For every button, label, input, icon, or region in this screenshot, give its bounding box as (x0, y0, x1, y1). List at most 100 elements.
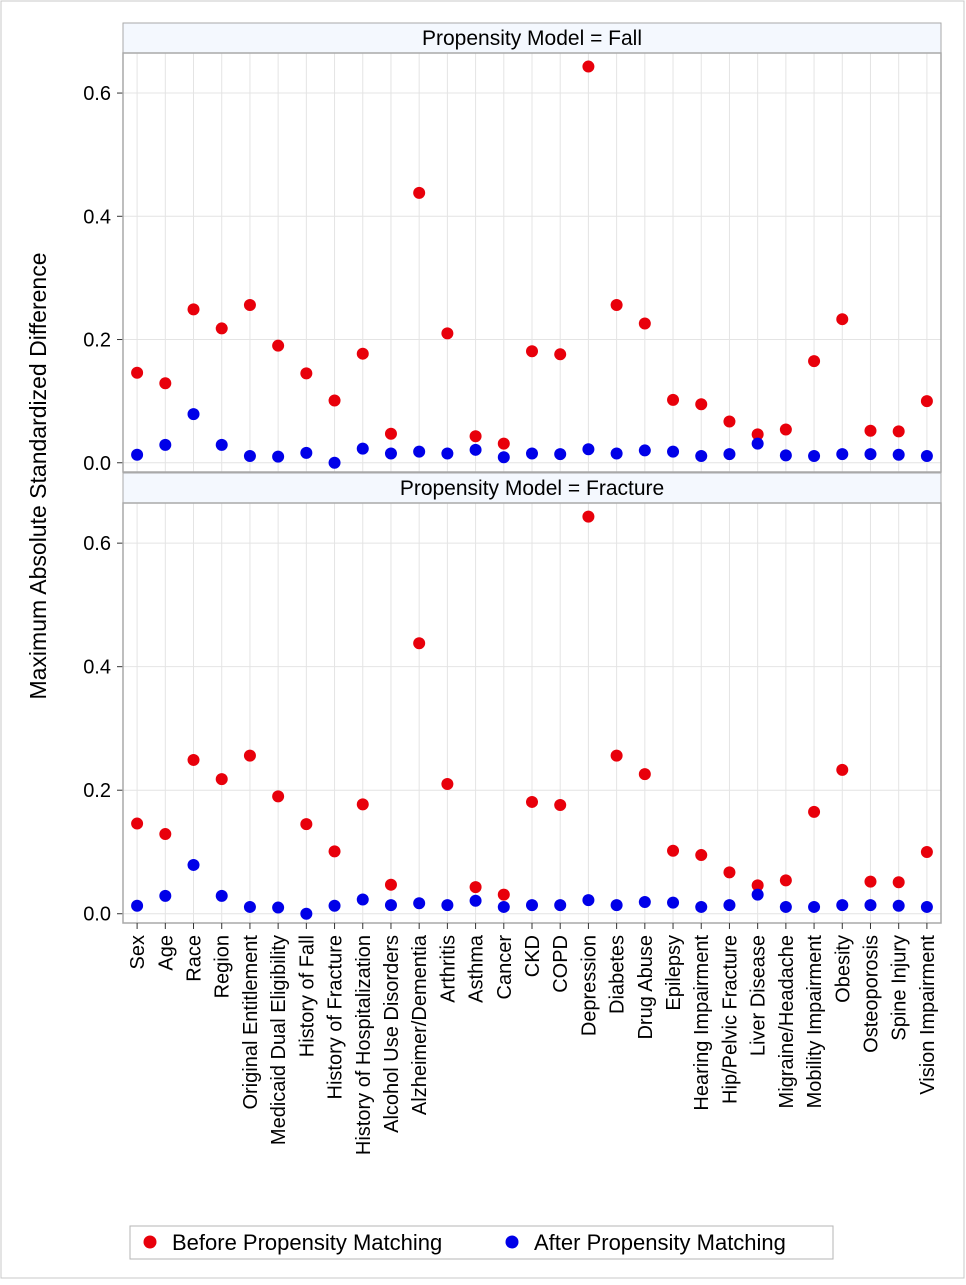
legend-box (129, 1225, 834, 1260)
data-point (413, 445, 426, 458)
vertical-gridlines (136, 503, 928, 923)
x-tick-label: Vision Impairment (917, 935, 939, 1095)
data-point (243, 449, 256, 462)
data-point (610, 447, 623, 460)
data-point (215, 438, 228, 451)
data-point (384, 447, 397, 460)
data-point (384, 899, 397, 912)
y-tick-label: 0.0 (83, 453, 111, 475)
legend-marker (143, 1235, 157, 1249)
data-point (723, 415, 736, 428)
data-point (610, 749, 623, 762)
x-tick-label: Mobility Impairment (804, 935, 826, 1109)
data-point (328, 845, 341, 858)
data-point (272, 450, 285, 463)
y-tick-label: 0.4 (83, 206, 111, 228)
x-tick-label: Hip/Pelvic Fracture (719, 935, 741, 1104)
data-point (638, 444, 651, 457)
data-point (413, 897, 426, 910)
data-point (328, 899, 341, 912)
data-point (638, 317, 651, 330)
data-point (667, 445, 680, 458)
data-point (779, 874, 792, 887)
data-point (384, 878, 397, 891)
data-point (243, 299, 256, 312)
x-tick-label: Diabetes (607, 935, 629, 1014)
x-tick-label: Sex (127, 935, 149, 969)
legend-label: Before Propensity Matching (172, 1230, 442, 1255)
data-point (638, 768, 651, 781)
data-point (920, 395, 933, 408)
legend-label: After Propensity Matching (534, 1230, 786, 1255)
data-point (413, 186, 426, 199)
x-tick-label: Liver Disease (748, 935, 770, 1056)
horizontal-gridlines (123, 92, 941, 464)
panels-layer: Propensity Model = Fall0.00.20.40.6Prope… (83, 22, 942, 929)
data-point (187, 303, 200, 316)
data-point (441, 447, 454, 460)
data-point (131, 899, 144, 912)
data-point (526, 795, 538, 808)
data-point (187, 408, 200, 421)
panel-fracture: Propensity Model = Fracture 0.0 0.2 0.4 0.6 (83, 472, 942, 929)
x-tick-label: Age (155, 935, 177, 971)
plot-frame (122, 52, 942, 473)
data-point (441, 327, 454, 340)
data-point (582, 894, 595, 907)
data-point (582, 510, 595, 523)
data-point (610, 299, 623, 312)
data-point (836, 448, 849, 461)
x-tick-label: Epilepsy (663, 935, 685, 1011)
data-point (272, 901, 285, 914)
x-tick-label: History of Hospitalization (353, 935, 375, 1155)
horizontal-gridlines (123, 542, 941, 915)
x-tick-label: Arthritis (437, 935, 459, 1003)
data-point (695, 900, 708, 913)
data-point (469, 443, 482, 456)
data-point (892, 425, 905, 438)
data-point (723, 899, 736, 912)
data-point (695, 849, 708, 862)
x-tick-label: COPD (550, 935, 572, 993)
y-axis-label: Maximum Absolute Standardized Difference (25, 252, 51, 699)
data-point (356, 442, 369, 455)
data-point (808, 805, 821, 818)
data-point (751, 437, 764, 450)
x-tick-label: Spine Injury (889, 935, 911, 1041)
data-point (582, 60, 595, 73)
data-point (215, 889, 228, 902)
series-before (131, 510, 933, 901)
data-point (526, 447, 538, 460)
data-point (328, 456, 341, 469)
data-point (356, 798, 369, 811)
series-after (131, 408, 933, 469)
data-point (159, 438, 172, 451)
data-point (779, 449, 792, 462)
data-point (892, 876, 905, 889)
data-point (610, 899, 623, 912)
data-point (469, 430, 482, 443)
data-point (469, 881, 482, 894)
data-point (159, 889, 172, 902)
y-tick-label: 0.6 (83, 533, 111, 555)
y-tick-label: 0.6 (83, 83, 111, 105)
data-point (751, 888, 764, 901)
data-point (497, 900, 510, 913)
data-point (300, 818, 313, 831)
data-point (836, 763, 849, 776)
data-point (554, 899, 567, 912)
data-point (328, 394, 341, 407)
data-point (300, 367, 313, 380)
data-point (667, 844, 680, 857)
data-point (751, 879, 764, 892)
data-point (441, 778, 454, 791)
data-point (469, 894, 482, 907)
x-tick-label: Drug Abuse (635, 935, 657, 1040)
data-point (159, 377, 172, 390)
data-point (864, 424, 877, 437)
x-tick-label: Obesity (832, 935, 854, 1003)
data-point (582, 443, 595, 456)
data-point (159, 828, 172, 841)
